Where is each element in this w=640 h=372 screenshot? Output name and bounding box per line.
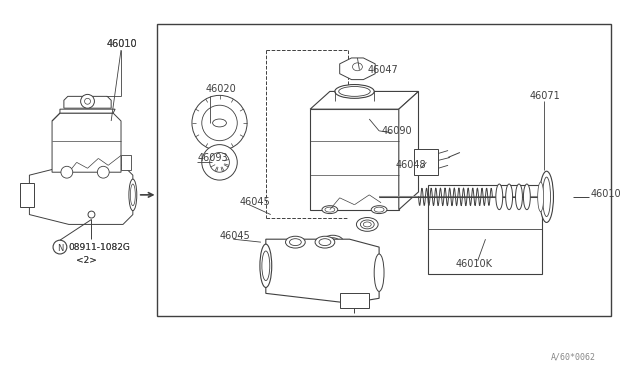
Polygon shape	[20, 183, 35, 207]
Text: 46010K: 46010K	[456, 259, 493, 269]
Circle shape	[210, 153, 229, 172]
Ellipse shape	[374, 254, 384, 291]
Text: 08911-1082G: 08911-1082G	[69, 243, 131, 251]
Circle shape	[202, 145, 237, 180]
Ellipse shape	[538, 182, 543, 212]
Text: N: N	[57, 244, 63, 253]
Text: 46045: 46045	[220, 231, 250, 241]
Circle shape	[202, 105, 237, 141]
Text: 46010: 46010	[591, 189, 621, 199]
Ellipse shape	[371, 206, 387, 214]
Ellipse shape	[322, 206, 338, 214]
Text: <2>: <2>	[76, 256, 97, 265]
Text: 46090: 46090	[382, 126, 413, 136]
Text: 46047: 46047	[367, 65, 398, 75]
Polygon shape	[60, 109, 115, 113]
Polygon shape	[399, 92, 419, 210]
Polygon shape	[64, 96, 111, 108]
Ellipse shape	[319, 239, 331, 246]
Polygon shape	[340, 294, 369, 308]
Ellipse shape	[325, 207, 335, 212]
Circle shape	[81, 94, 95, 108]
Polygon shape	[413, 148, 438, 175]
Text: 46020: 46020	[205, 84, 237, 94]
Ellipse shape	[356, 218, 378, 231]
Circle shape	[97, 166, 109, 178]
Bar	[428, 185, 541, 274]
Circle shape	[61, 166, 73, 178]
Text: 46093: 46093	[198, 153, 228, 163]
Polygon shape	[340, 58, 375, 80]
Circle shape	[192, 95, 247, 151]
Circle shape	[88, 211, 95, 218]
Text: 46010: 46010	[106, 39, 137, 49]
Ellipse shape	[326, 238, 340, 247]
Ellipse shape	[496, 184, 503, 210]
Polygon shape	[310, 109, 399, 210]
Ellipse shape	[262, 251, 270, 280]
Text: 46010: 46010	[106, 39, 137, 49]
Ellipse shape	[360, 220, 374, 229]
Ellipse shape	[364, 222, 371, 227]
Bar	[157, 25, 611, 316]
Ellipse shape	[353, 63, 362, 71]
Ellipse shape	[212, 119, 227, 127]
Ellipse shape	[516, 184, 522, 210]
Ellipse shape	[129, 179, 137, 211]
Ellipse shape	[543, 177, 550, 217]
Text: 46071: 46071	[530, 92, 561, 101]
Text: A/60*0062: A/60*0062	[551, 353, 596, 362]
Polygon shape	[266, 239, 379, 303]
Text: <2>: <2>	[76, 256, 97, 265]
Ellipse shape	[285, 236, 305, 248]
Ellipse shape	[540, 171, 554, 222]
Polygon shape	[29, 165, 133, 224]
Ellipse shape	[260, 244, 272, 288]
Polygon shape	[310, 92, 419, 109]
Ellipse shape	[289, 239, 301, 246]
Text: 46045: 46045	[239, 197, 270, 207]
Ellipse shape	[524, 184, 531, 210]
Ellipse shape	[506, 184, 513, 210]
Text: 46048: 46048	[396, 160, 426, 170]
Ellipse shape	[339, 87, 370, 96]
Ellipse shape	[315, 236, 335, 248]
Ellipse shape	[335, 84, 374, 98]
Polygon shape	[52, 113, 121, 172]
Ellipse shape	[374, 207, 384, 212]
Polygon shape	[121, 155, 131, 170]
Ellipse shape	[322, 235, 344, 249]
Text: 08911-1082G: 08911-1082G	[69, 243, 131, 251]
Circle shape	[84, 98, 90, 104]
Ellipse shape	[131, 184, 135, 206]
